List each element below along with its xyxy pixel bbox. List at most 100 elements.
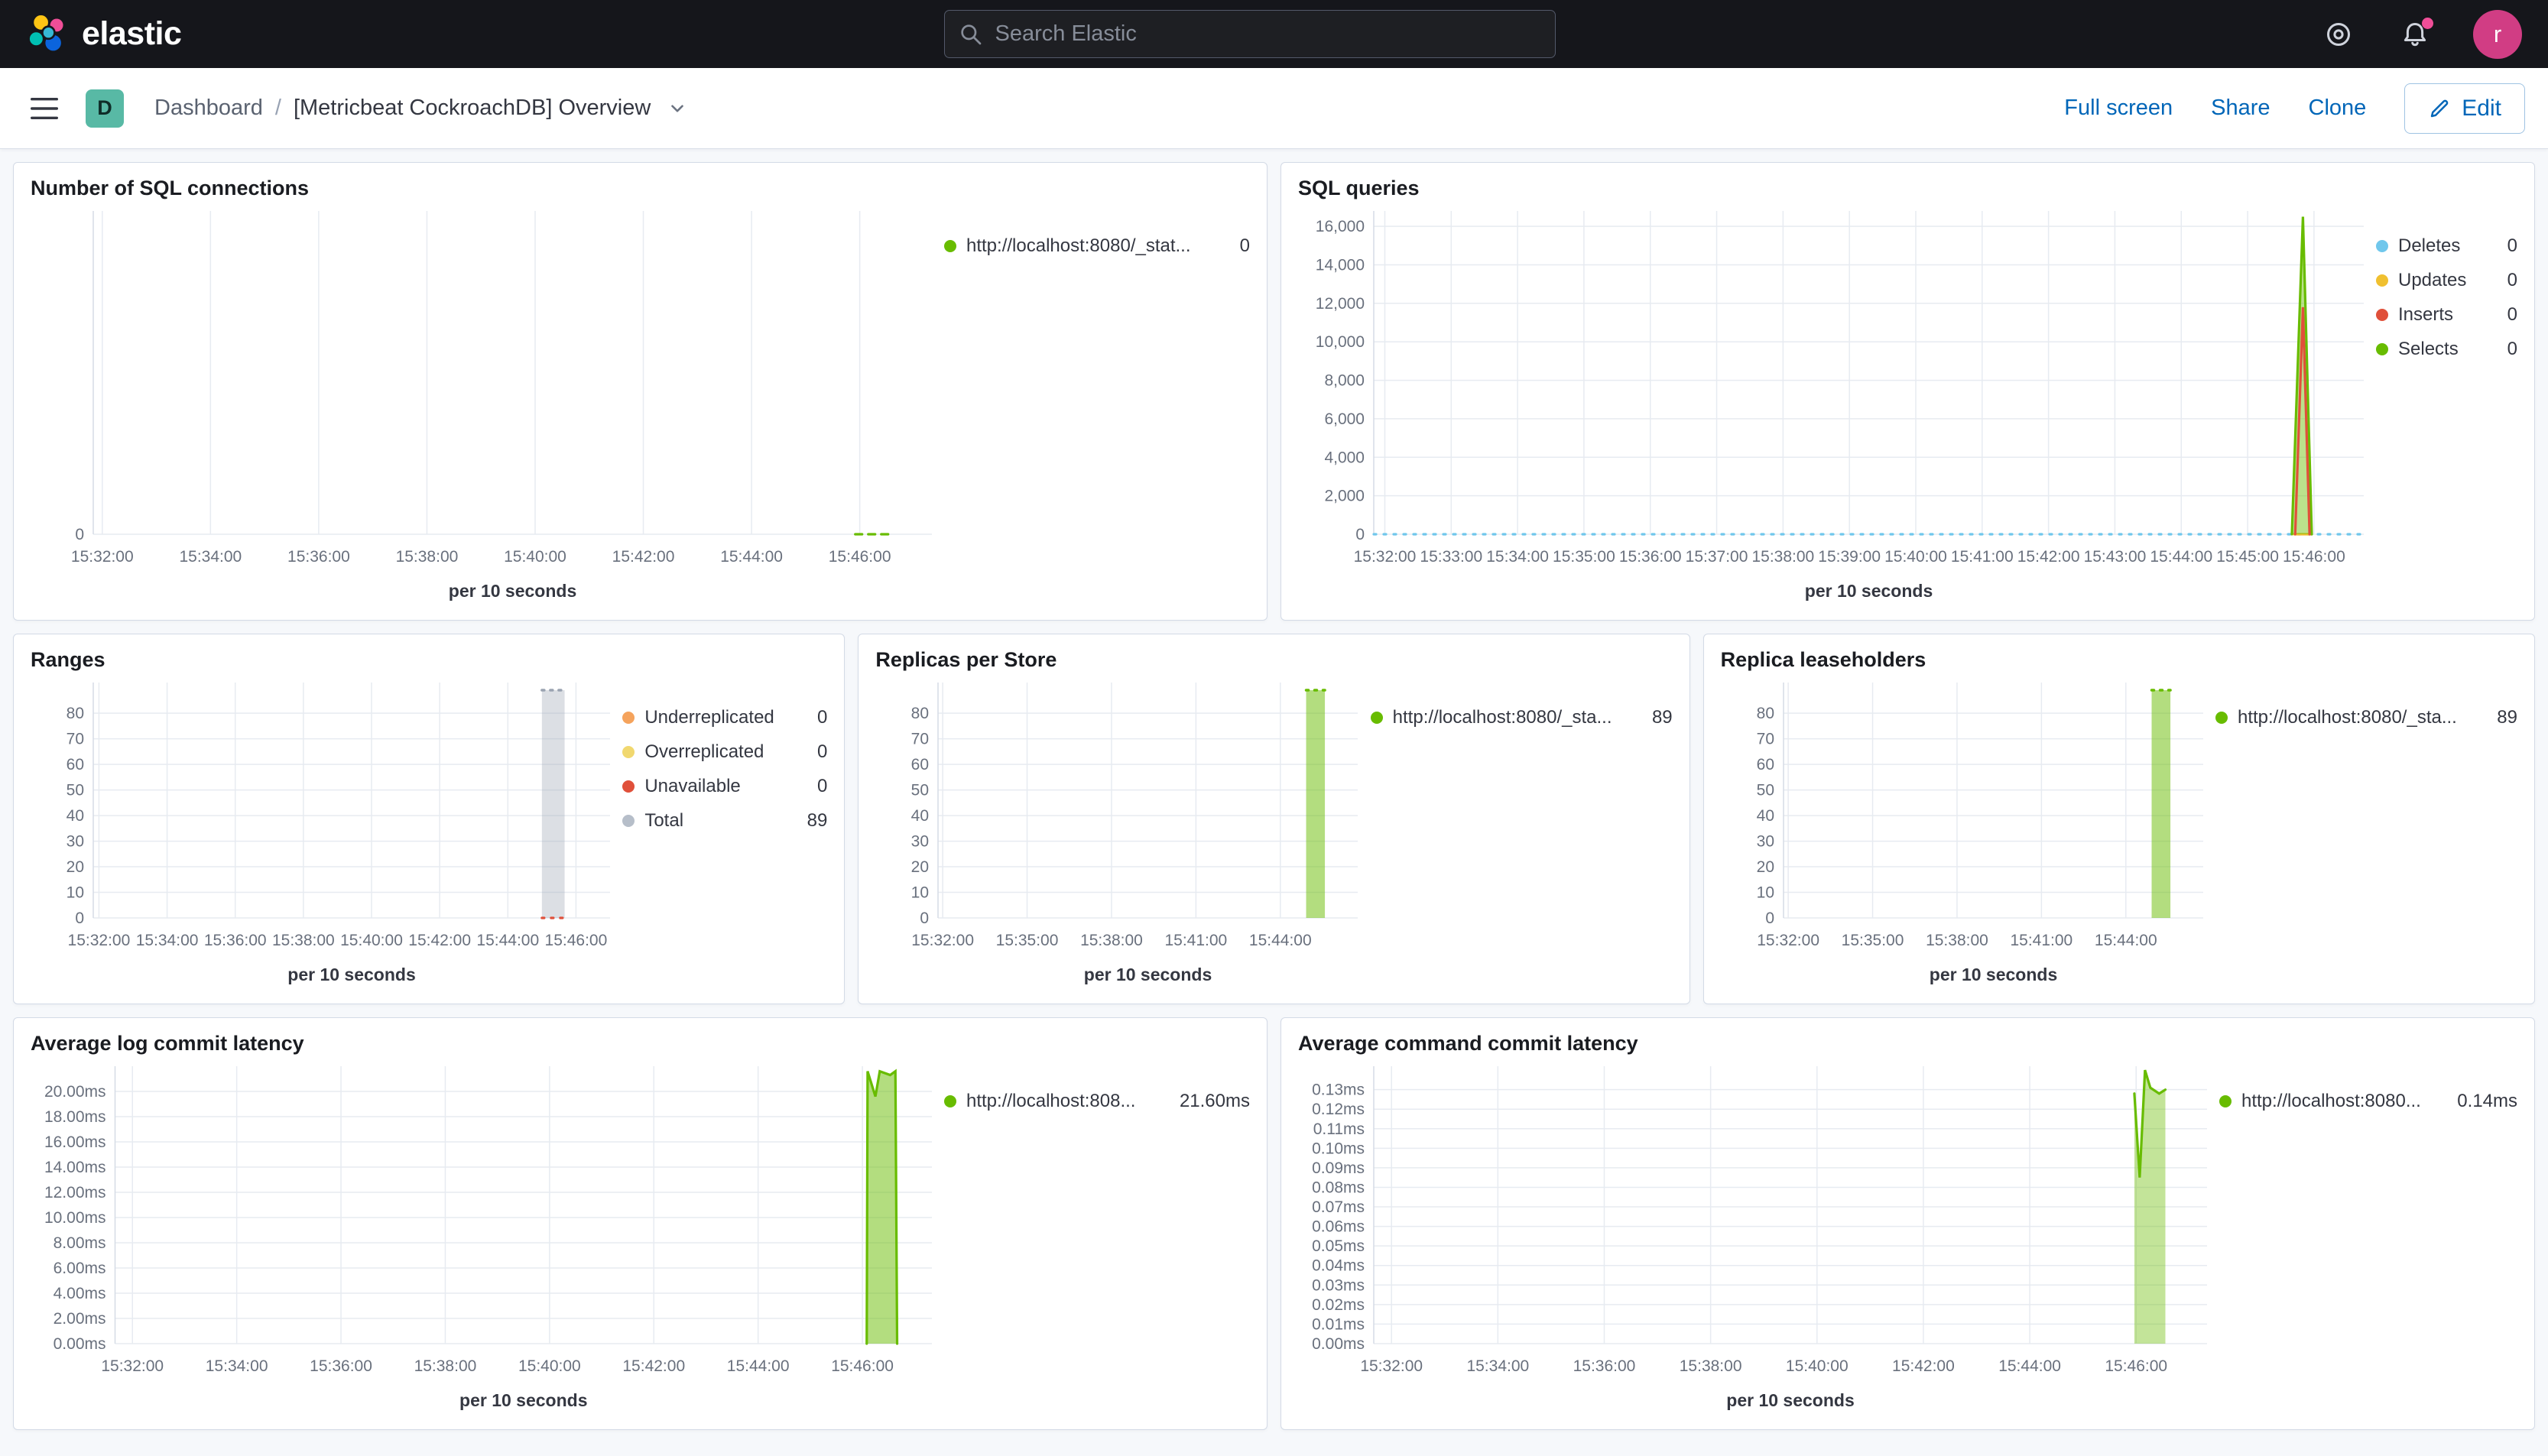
- chart-replicas-per-store[interactable]: 0 10 20 30 40 50 60 70 80 15:32:00 15:35:00 15:38:0…: [875, 672, 1370, 994]
- search-input[interactable]: [995, 21, 1541, 47]
- svg-text:15:36:00: 15:36:00: [1573, 1357, 1636, 1375]
- legend-item[interactable]: http://localhost:8080/_sta... 89: [2215, 707, 2517, 728]
- svg-text:per 10 seconds: per 10 seconds: [1726, 1390, 1854, 1410]
- chart-legend: Underreplicated 0 Overreplicated 0 Unavailab…: [622, 672, 827, 994]
- breadcrumb-dashboard-link[interactable]: Dashboard: [154, 96, 263, 120]
- legend-item[interactable]: Unavailable 0: [622, 776, 827, 797]
- svg-text:50: 50: [67, 782, 84, 799]
- svg-text:70: 70: [1756, 731, 1774, 748]
- svg-text:20: 20: [911, 858, 929, 876]
- legend-item[interactable]: http://localhost:8080... 0.14ms: [2219, 1091, 2517, 1112]
- svg-text:15:44:00: 15:44:00: [1998, 1357, 2061, 1375]
- chevron-down-icon[interactable]: [667, 99, 687, 118]
- svg-text:15:40:00: 15:40:00: [1884, 548, 1947, 566]
- svg-text:15:46:00: 15:46:00: [2283, 548, 2345, 566]
- panel-replicas-per-store: Replicas per Store 0 10 20 30 40 50 60 70 80 15:3…: [858, 634, 1690, 1004]
- menu-icon[interactable]: [23, 87, 66, 130]
- panel-title: Number of SQL connections: [31, 177, 310, 199]
- svg-text:0: 0: [920, 910, 930, 927]
- svg-text:0.08ms: 0.08ms: [1312, 1179, 1365, 1196]
- svg-text:15:46:00: 15:46:00: [2105, 1357, 2167, 1375]
- legend-item[interactable]: Total 89: [622, 810, 827, 832]
- legend-item[interactable]: Updates 0: [2376, 270, 2517, 291]
- svg-text:40: 40: [911, 807, 929, 825]
- svg-text:15:44:00: 15:44:00: [720, 548, 783, 566]
- svg-text:15:35:00: 15:35:00: [1553, 548, 1615, 566]
- chart-average-log-commit-latency[interactable]: 0.00ms 2.00ms 4.00ms 6.00ms 8.00ms 10.00ms 12.…: [31, 1056, 944, 1420]
- panel-title: Replicas per Store: [875, 648, 1057, 671]
- clone-button[interactable]: Clone: [2308, 96, 2367, 120]
- svg-text:15:46:00: 15:46:00: [831, 1357, 894, 1375]
- chart-number-of-sql-connections[interactable]: 0 15:32:00 15:34:00 15:36:00 15:38:00 15:40:0…: [31, 200, 944, 611]
- user-avatar[interactable]: r: [2473, 9, 2522, 59]
- full-screen-button[interactable]: Full screen: [2064, 96, 2173, 120]
- legend-item[interactable]: Inserts 0: [2376, 304, 2517, 326]
- pencil-icon: [2431, 99, 2449, 117]
- svg-text:10: 10: [1756, 884, 1774, 902]
- legend-item[interactable]: http://localhost:8080/_stat... 0: [944, 235, 1250, 257]
- chart-sql-queries[interactable]: 0 2,000 4,000 6,000 8,000 10,000 12,000 14,000 1…: [1298, 200, 2376, 611]
- panel-replica-leaseholders: Replica leaseholders 0 10 20 30 40 50 60 70 80 15…: [1702, 634, 2535, 1004]
- panel-title: Replica leaseholders: [1720, 648, 1926, 671]
- legend-color-dot: [2376, 274, 2388, 287]
- legend-item[interactable]: Underreplicated 0: [622, 707, 827, 728]
- svg-text:15:38:00: 15:38:00: [1751, 548, 1814, 566]
- svg-text:15:34:00: 15:34:00: [136, 932, 199, 949]
- page-title: [Metricbeat CockroachDB] Overview: [293, 96, 651, 120]
- svg-text:2.00ms: 2.00ms: [54, 1310, 106, 1328]
- legend-value: 0: [816, 741, 828, 762]
- brand-name: elastic: [82, 15, 182, 52]
- panel-title: SQL queries: [1298, 177, 1420, 199]
- legend-item[interactable]: http://localhost:8080/_sta... 89: [1370, 707, 1673, 728]
- chart-ranges[interactable]: 0 10 20 30 40 50 60 70 80 15:32:00 15:34:00 15:36:0…: [31, 672, 622, 994]
- svg-text:15:43:00: 15:43:00: [2084, 548, 2147, 566]
- svg-text:0.10ms: 0.10ms: [1312, 1140, 1365, 1157]
- legend-item[interactable]: Overreplicated 0: [622, 741, 827, 763]
- help-icon[interactable]: [2320, 16, 2357, 53]
- legend-item[interactable]: http://localhost:808... 21.60ms: [944, 1091, 1250, 1112]
- svg-text:12.00ms: 12.00ms: [44, 1184, 106, 1201]
- svg-text:15:32:00: 15:32:00: [1354, 548, 1417, 566]
- svg-text:15:35:00: 15:35:00: [1841, 932, 1904, 949]
- svg-text:per 10 seconds: per 10 seconds: [1805, 581, 1933, 601]
- chart-legend: http://localhost:808... 21.60ms: [944, 1056, 1250, 1420]
- share-button[interactable]: Share: [2211, 96, 2270, 120]
- legend-label: http://localhost:8080/_sta...: [2237, 707, 2457, 728]
- svg-text:8,000: 8,000: [1324, 372, 1365, 390]
- svg-text:0: 0: [75, 910, 84, 927]
- legend-color-dot: [2376, 343, 2388, 355]
- panel-average-log-commit-latency: Average log commit latency 0.00ms 2.00ms 4…: [13, 1017, 1268, 1430]
- dashboard-row: Ranges 0 10 20 30 40 50 60 70 80 15:32:00 15:34:00…: [13, 634, 2535, 1004]
- legend-color-dot: [622, 780, 635, 793]
- svg-text:15:44:00: 15:44:00: [476, 932, 539, 949]
- svg-text:15:42:00: 15:42:00: [408, 932, 471, 949]
- svg-text:10.00ms: 10.00ms: [44, 1209, 106, 1227]
- svg-text:60: 60: [1756, 756, 1774, 773]
- svg-text:60: 60: [911, 756, 929, 773]
- space-badge[interactable]: D: [86, 89, 124, 128]
- svg-text:15:38:00: 15:38:00: [414, 1357, 477, 1375]
- notification-badge: [2422, 17, 2433, 29]
- svg-text:10: 10: [67, 884, 84, 902]
- legend-item[interactable]: Selects 0: [2376, 339, 2517, 360]
- legend-color-dot: [944, 1095, 956, 1107]
- legend-value: 0: [2507, 304, 2517, 325]
- legend-label: Deletes: [2398, 235, 2461, 256]
- global-search[interactable]: [943, 10, 1556, 58]
- svg-text:15:46:00: 15:46:00: [545, 932, 608, 949]
- notifications-icon[interactable]: [2397, 16, 2433, 53]
- legend-color-dot: [2376, 309, 2388, 321]
- dashboard-grid: Number of SQL connections 0 15:32:00 15:34…: [0, 149, 2548, 1456]
- svg-text:20: 20: [1756, 858, 1774, 876]
- chart-average-command-commit-latency[interactable]: 0.00ms 0.01ms 0.02ms 0.03ms 0.04ms 0.05ms 0.06…: [1298, 1056, 2219, 1420]
- elastic-logo[interactable]: elastic: [26, 12, 182, 56]
- svg-text:70: 70: [911, 731, 929, 748]
- chart-replica-leaseholders[interactable]: 0 10 20 30 40 50 60 70 80 15:32:00 15:35:00 15:38:0…: [1721, 672, 2215, 994]
- svg-text:80: 80: [67, 705, 84, 722]
- legend-label: Total: [644, 810, 684, 831]
- legend-label: Selects: [2398, 339, 2459, 359]
- svg-text:15:40:00: 15:40:00: [340, 932, 403, 949]
- edit-button[interactable]: Edit: [2404, 83, 2525, 134]
- svg-text:15:44:00: 15:44:00: [1249, 932, 1312, 949]
- legend-item[interactable]: Deletes 0: [2376, 235, 2517, 257]
